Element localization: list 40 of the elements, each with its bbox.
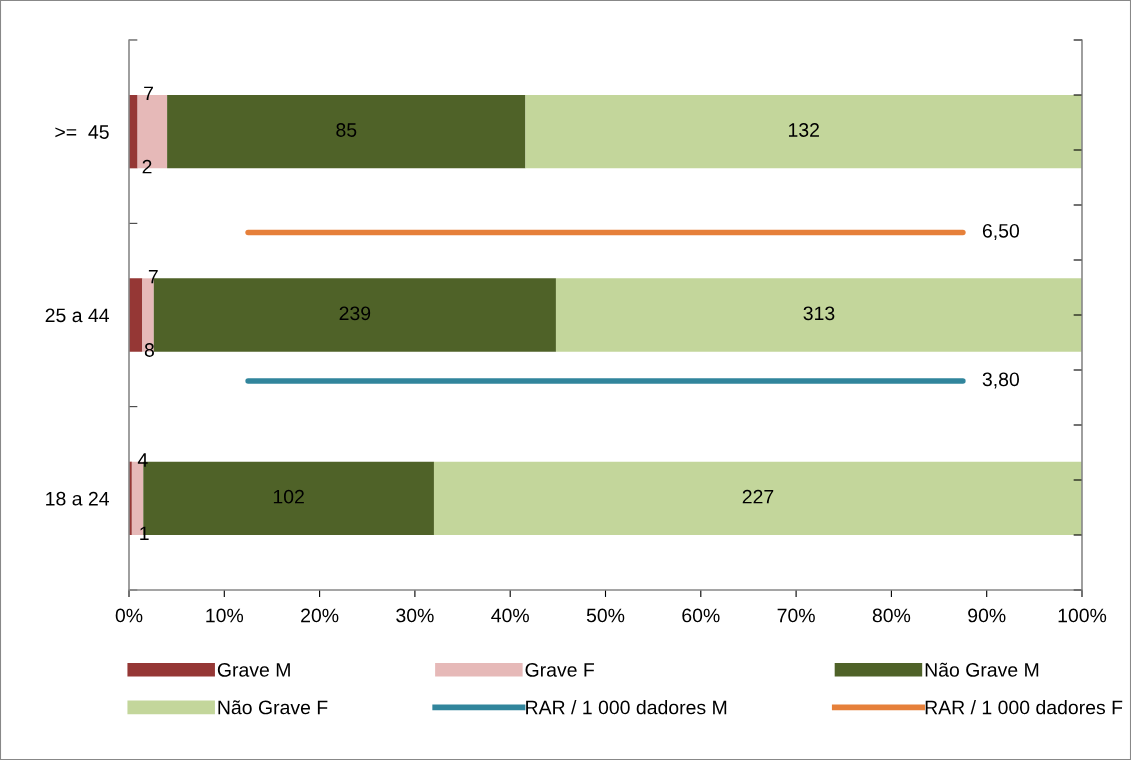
y-tick-label: >= 45 — [55, 125, 109, 139]
bar — [433, 461, 1082, 535]
y-tick-label: 25 a 44 — [45, 308, 109, 323]
x-tick-label: 10% — [206, 608, 244, 623]
x-tick-label: 20% — [301, 608, 339, 623]
x-tick-label: 30% — [396, 608, 434, 623]
y-tick-label: 18 a 24 — [46, 491, 109, 506]
annotation: 7 — [148, 269, 158, 284]
legend-label: Não Grave F — [218, 700, 328, 715]
bar — [525, 95, 1082, 169]
x-tick-label: 100% — [1058, 608, 1107, 623]
x-tick-label: 90% — [968, 608, 1006, 623]
annotation: 7 — [144, 86, 153, 101]
bar — [167, 95, 526, 169]
ref-line-label: 3,80 — [982, 372, 1020, 389]
annotation: 1 — [140, 526, 149, 541]
bar — [129, 95, 138, 169]
legend-label: Não Grave M — [925, 662, 1039, 677]
x-tick-label: 50% — [586, 608, 625, 623]
annotation: 85 — [336, 123, 357, 137]
x-tick-label: 60% — [682, 608, 720, 623]
annotation: 132 — [788, 123, 819, 137]
legend-label: Grave M — [217, 663, 290, 677]
annotation: 8 — [144, 343, 154, 357]
bar — [129, 278, 143, 352]
annotation: 102 — [273, 489, 304, 504]
x-tick-label: 0% — [115, 608, 143, 623]
legend-label: RAR / 1 000 dadores M — [526, 700, 727, 715]
ref-line-label: 6,50 — [982, 223, 1020, 241]
x-tick-label: 70% — [777, 608, 815, 623]
x-tick-label: 40% — [491, 608, 529, 623]
x-tick-label: 80% — [872, 608, 911, 623]
annotation: 4 — [137, 453, 148, 467]
legend-label: RAR / 1 000 dadores F — [925, 700, 1123, 715]
bar — [555, 278, 1082, 352]
annotation: 239 — [339, 306, 371, 321]
annotation: 227 — [742, 489, 774, 504]
legend-label: Grave F — [525, 663, 595, 677]
annotation: 2 — [142, 159, 152, 174]
annotation: 313 — [803, 306, 835, 321]
